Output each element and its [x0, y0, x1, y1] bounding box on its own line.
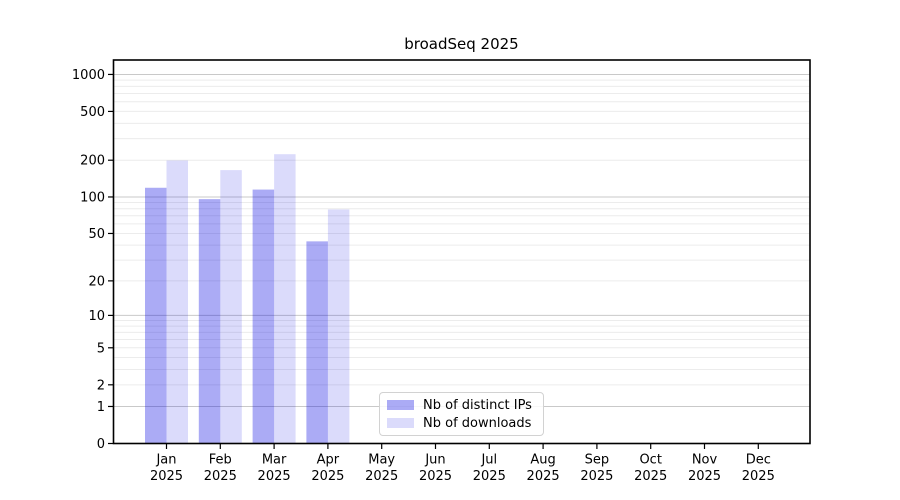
y-tick-label: 2	[97, 378, 105, 393]
y-tick-label: 100	[80, 190, 105, 205]
bars-downloads	[166, 154, 350, 444]
x-tick-label-month: Jul	[480, 453, 497, 468]
bar	[145, 187, 167, 444]
x-axis-ticks	[165, 443, 759, 449]
x-tick-label-year: 2025	[419, 469, 452, 484]
x-tick-label-month: Sep	[585, 453, 610, 468]
plot-frame	[112, 59, 811, 445]
x-tick-label-year: 2025	[204, 469, 237, 484]
bar	[198, 199, 221, 444]
legend-swatch-downloads	[387, 418, 414, 428]
legend-label-distinct-ips: Nb of distinct IPs	[423, 397, 532, 413]
chart-title: broadSeq 2025	[404, 35, 519, 53]
x-tick-labels: Jan2025Feb2025Mar2025Apr2025May2025Jun20…	[150, 453, 775, 485]
bar	[274, 154, 296, 444]
y-tick-label: 20	[88, 274, 105, 289]
x-tick-label-month: Jan	[155, 453, 176, 468]
bar	[252, 189, 275, 444]
x-tick-label-month: May	[368, 453, 395, 468]
bar	[327, 209, 350, 444]
y-tick-label: 200	[80, 154, 105, 169]
x-tick-label-month: Mar	[262, 453, 287, 468]
bar	[306, 241, 328, 444]
x-tick-label-month: Oct	[639, 453, 661, 468]
bar	[166, 160, 188, 444]
x-tick-label-year: 2025	[742, 469, 775, 484]
legend: Nb of distinct IPs Nb of downloads	[379, 392, 544, 436]
y-tick-label: 1	[97, 400, 105, 415]
x-tick-label-month: Aug	[530, 453, 555, 468]
bars-distinct-ips	[145, 187, 328, 444]
bar	[220, 170, 242, 444]
x-tick-label-month: Jun	[424, 453, 445, 468]
y-axis-ticks	[108, 73, 114, 445]
legend-label-downloads: Nb of downloads	[423, 415, 532, 431]
y-tick-label: 10	[88, 309, 105, 324]
x-tick-label-year: 2025	[473, 469, 506, 484]
x-tick-label-year: 2025	[580, 469, 613, 484]
y-tick-label: 50	[88, 227, 105, 242]
x-tick-label-year: 2025	[527, 469, 560, 484]
x-tick-label-year: 2025	[634, 469, 667, 484]
y-tick-label: 500	[80, 105, 105, 120]
x-tick-label-year: 2025	[365, 469, 398, 484]
x-tick-label-year: 2025	[258, 469, 291, 484]
legend-swatch-distinct-ips	[387, 400, 414, 410]
x-tick-label-month: Dec	[746, 453, 771, 468]
x-tick-label-year: 2025	[688, 469, 721, 484]
x-tick-label-year: 2025	[311, 469, 344, 484]
y-tick-label: 5	[97, 341, 105, 356]
legend-item-downloads: Nb of downloads	[387, 416, 543, 431]
x-tick-label-month: Apr	[317, 453, 340, 468]
x-tick-label-month: Nov	[692, 453, 718, 468]
y-gridlines-minor	[113, 79, 810, 386]
y-tick-label: 0	[97, 437, 105, 452]
y-tick-label: 1000	[72, 68, 105, 83]
x-tick-label-year: 2025	[150, 469, 183, 484]
x-tick-label-month: Feb	[209, 453, 232, 468]
legend-item-distinct-ips: Nb of distinct IPs	[387, 398, 543, 413]
